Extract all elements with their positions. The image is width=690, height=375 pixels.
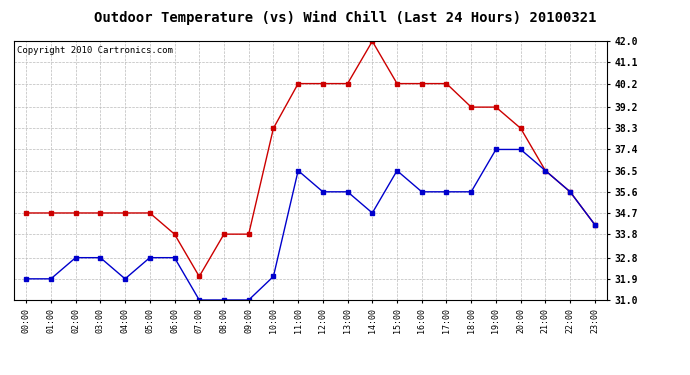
Text: Copyright 2010 Cartronics.com: Copyright 2010 Cartronics.com (17, 46, 172, 56)
Text: Outdoor Temperature (vs) Wind Chill (Last 24 Hours) 20100321: Outdoor Temperature (vs) Wind Chill (Las… (94, 11, 596, 26)
